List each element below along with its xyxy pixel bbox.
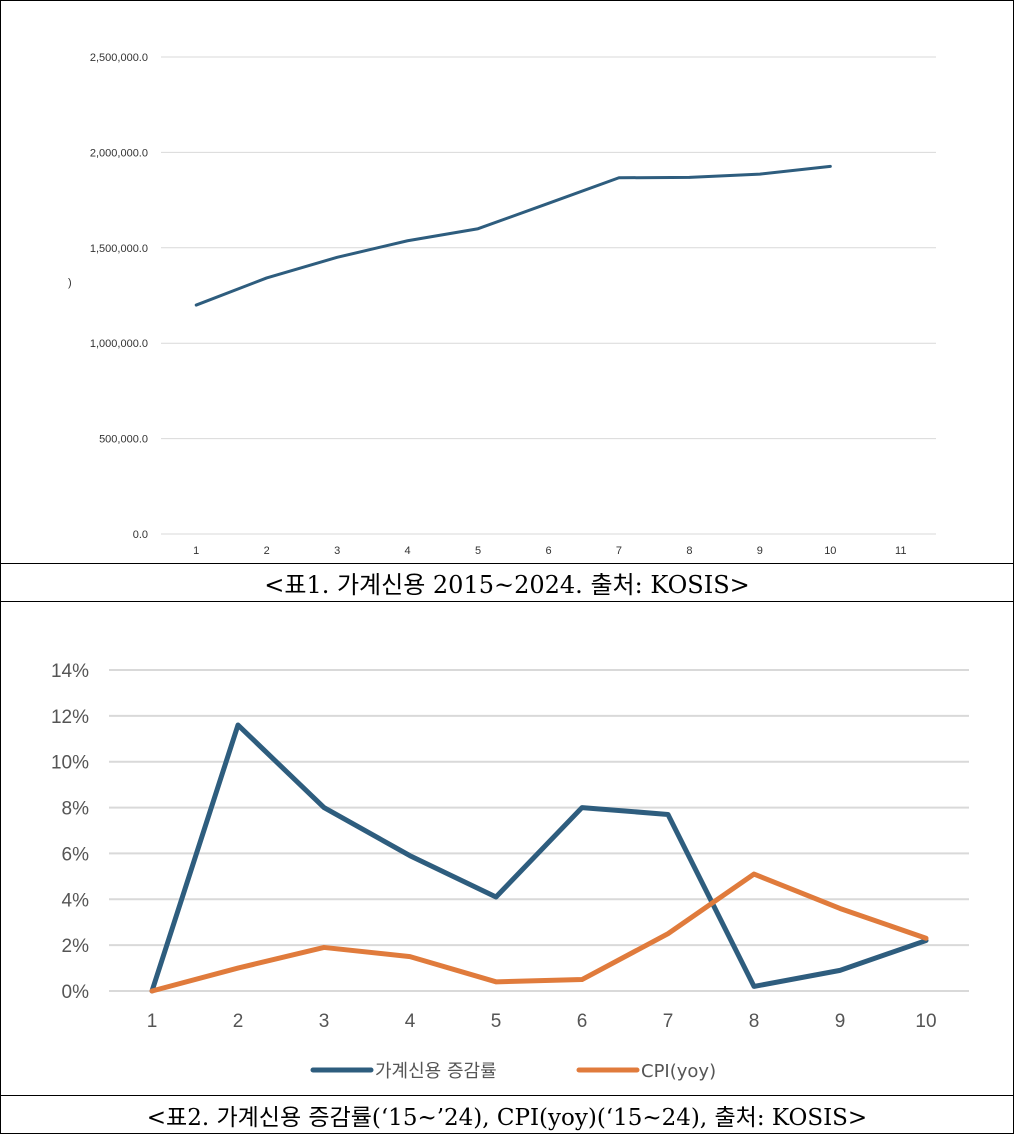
chart2-y-tick-label: 8% xyxy=(62,799,90,820)
chart1-series-line xyxy=(194,164,832,307)
chart1-x-tick-label: 8 xyxy=(686,545,692,557)
chart1-data-point xyxy=(617,176,621,179)
chart1-x-tick-label: 5 xyxy=(475,545,481,557)
chart2-legend-label-2: CPI(yoy) xyxy=(641,1061,716,1082)
chart2-series-line-1 xyxy=(149,722,929,994)
chart2-data-point-1 xyxy=(752,984,756,989)
chart2-data-point-2 xyxy=(924,936,928,941)
chart2-x-tick-label: 7 xyxy=(663,1011,674,1032)
chart2-data-point-1 xyxy=(666,812,670,817)
chart2-x-tick-label: 10 xyxy=(915,1011,936,1032)
chart2-data-point-2 xyxy=(580,977,584,982)
chart1-svg: 0.0 500,000.0 1,000,000.0 1,500,000.0 2,000,… xyxy=(68,52,936,557)
chart2-y-tick-label: 4% xyxy=(62,890,90,911)
chart1-x-tick-label: 10 xyxy=(824,545,836,557)
chart1-data-point xyxy=(688,176,691,179)
chart2-y-tick-label: 2% xyxy=(62,936,90,957)
chart2-data-point-2 xyxy=(408,954,412,959)
chart1-data-point xyxy=(335,256,339,259)
chart1-x-tick-label: 7 xyxy=(616,545,622,557)
chart1-x-tick-label: 11 xyxy=(895,545,906,557)
chart2-x-tick-label: 1 xyxy=(147,1011,158,1032)
chart2-legend-label-1: 가계신용 증감률 xyxy=(375,1061,497,1082)
chart1-data-point xyxy=(829,165,832,168)
chart1-x-tick-label: 1 xyxy=(193,545,199,557)
chart1-y-tick-label: 500,000.0 xyxy=(99,434,148,446)
chart1-stray-mark: ) xyxy=(68,277,72,289)
chart1-panel: 0.0 500,000.0 1,000,000.0 1,500,000.0 2,000,… xyxy=(1,1,1013,564)
chart2-data-point-1 xyxy=(494,894,498,899)
chart2-x-tick-label: 8 xyxy=(749,1011,760,1032)
chart1-caption: <표1. 가계신용 2015~2024. 출처: KOSIS> xyxy=(1,564,1013,602)
chart1-y-tick-label: 1,000,000.0 xyxy=(90,338,148,350)
chart2-x-tick-label: 9 xyxy=(835,1011,846,1032)
chart2-data-point-2 xyxy=(838,906,842,911)
chart2-panel: 0% 2% 4% 6% 8% 10% 12% 14% 1 2 3 4 5 6 7 8 9 10 가계신용 증감률 CP… xyxy=(1,603,1013,1096)
chart1-data-point xyxy=(265,276,268,280)
chart2-y-tick-label: 0% xyxy=(62,982,90,1003)
chart2-data-point-2 xyxy=(666,931,670,936)
chart1-data-point xyxy=(195,303,198,307)
chart2-data-point-2 xyxy=(322,945,326,950)
chart1-y-tick-label: 2,500,000.0 xyxy=(90,52,148,64)
chart2-data-point-1 xyxy=(322,805,326,810)
chart2-y-tick-label: 12% xyxy=(51,707,89,728)
chart2-data-point-1 xyxy=(408,853,412,858)
chart2-x-tick-label: 6 xyxy=(577,1011,588,1032)
chart1-x-tick-label: 2 xyxy=(264,545,270,557)
chart1-x-tick-label: 6 xyxy=(545,545,551,557)
chart1-data-point xyxy=(476,227,480,230)
chart2-data-point-2 xyxy=(494,979,498,984)
chart1-x-tick-label: 3 xyxy=(334,545,340,557)
chart2-series-line-2 xyxy=(149,871,929,994)
chart1-x-tick-label: 9 xyxy=(757,545,763,557)
chart1-x-tick-label: 4 xyxy=(405,545,411,557)
chart2-x-tick-label: 5 xyxy=(491,1011,502,1032)
chart2-x-tick-label: 3 xyxy=(319,1011,330,1032)
chart1-data-point xyxy=(547,202,550,205)
chart1-y-tick-label: 1,500,000.0 xyxy=(90,243,148,255)
chart2-data-point-2 xyxy=(150,989,154,993)
chart2-y-tick-label: 10% xyxy=(51,753,89,774)
chart2-svg: 0% 2% 4% 6% 8% 10% 12% 14% 1 2 3 4 5 6 7 8 9 10 가계신용 증감률 CP… xyxy=(51,661,969,1082)
chart2-caption: <표2. 가계신용 증감률(‘15~’24), CPI(yoy)(‘15~24)… xyxy=(146,1104,868,1131)
chart2-x-tick-label: 2 xyxy=(233,1011,244,1032)
chart2-data-point-1 xyxy=(838,968,842,973)
chart2-data-point-1 xyxy=(236,723,240,728)
chart2-y-tick-label: 6% xyxy=(62,844,90,865)
chart2-data-point-2 xyxy=(752,872,756,877)
chart2-data-point-1 xyxy=(580,805,584,810)
chart1-y-tick-label: 0.0 xyxy=(133,529,148,541)
chart2-y-tick-label: 14% xyxy=(51,661,89,682)
chart2-data-point-2 xyxy=(236,966,240,971)
chart1-y-tick-label: 2,000,000.0 xyxy=(90,147,148,159)
chart1-data-point xyxy=(406,239,409,242)
chart2-x-tick-label: 4 xyxy=(405,1011,416,1032)
chart1-data-point xyxy=(758,172,762,176)
